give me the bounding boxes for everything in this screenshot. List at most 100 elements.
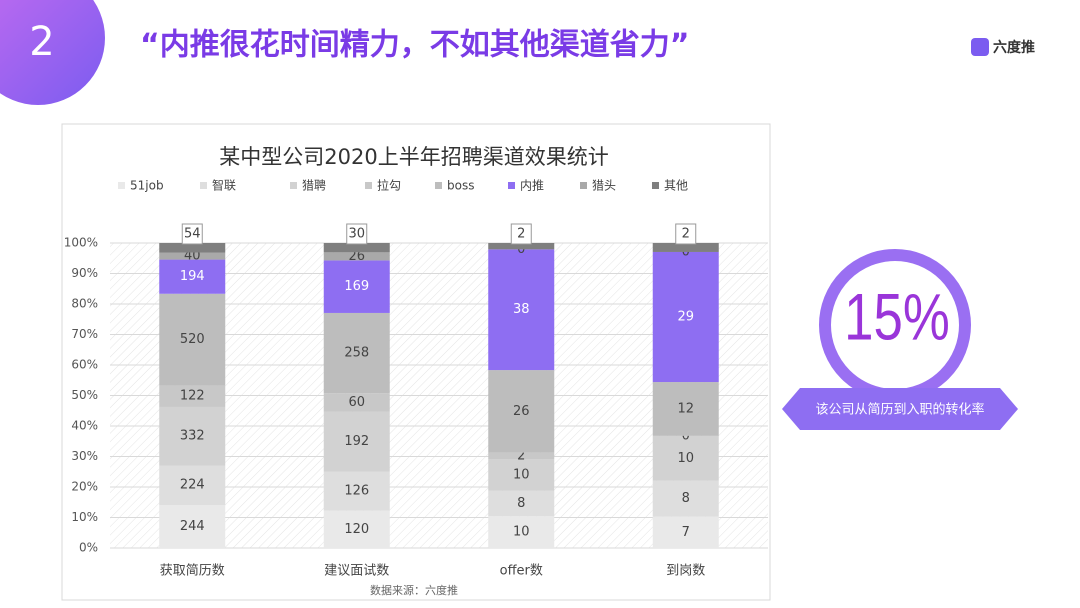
bar-segment <box>159 243 226 253</box>
bar-segment <box>652 382 719 436</box>
bar-segment <box>323 510 390 548</box>
legend-label: boss <box>447 179 474 193</box>
legend-label: 内推 <box>520 179 544 193</box>
value-label: 244 <box>180 519 205 534</box>
value-label: 7 <box>682 525 690 540</box>
value-label: 332 <box>180 429 205 444</box>
legend-label: 猎聘 <box>302 179 326 193</box>
badge-circle <box>0 0 105 105</box>
x-tick-label: 建议面试数 <box>324 564 389 579</box>
bar-segment <box>159 406 226 466</box>
value-label-box <box>675 223 697 245</box>
chart-title: 某中型公司2020上半年招聘渠道效果统计 <box>219 145 608 169</box>
bar-segment <box>652 435 719 481</box>
x-tick-label: 获取简历数 <box>160 563 225 579</box>
bar-segment <box>159 259 226 294</box>
bar-segment <box>652 251 719 383</box>
value-label: 30 <box>348 227 365 242</box>
y-tick-label: 30% <box>71 449 98 463</box>
value-label: 10 <box>677 451 694 466</box>
y-tick-label: 50% <box>71 388 98 402</box>
y-tick-label: 20% <box>71 480 98 494</box>
source: 数据来源：六度推 <box>370 583 458 597</box>
value-label: 520 <box>180 332 205 347</box>
value-label-box <box>510 223 532 245</box>
value-label: 2 <box>682 227 690 242</box>
value-label: 2 <box>517 227 525 242</box>
bar-segment <box>488 490 555 517</box>
y-tick-label: 0% <box>79 541 98 555</box>
bar-segment <box>488 370 555 453</box>
value-label: 120 <box>344 522 369 537</box>
callout-ribbon <box>782 388 1018 430</box>
legend-label: 其他 <box>664 179 688 193</box>
value-label: 169 <box>344 279 369 294</box>
callout-value: 15% <box>844 280 950 354</box>
callout-caption: 该公司从简历到入职的转化率 <box>815 402 984 418</box>
value-label: 60 <box>348 395 365 410</box>
legend-swatch <box>580 182 587 189</box>
chart: 0% 10% 20% 30% 40% 50% 60% 70% 80% 90% 100% 51job 智联… <box>64 178 768 579</box>
value-label: 0 <box>517 242 525 257</box>
bar-segment <box>488 243 555 250</box>
value-label: 122 <box>180 389 205 404</box>
bar-segment <box>323 243 390 253</box>
value-label: 126 <box>344 484 369 499</box>
value-label: 54 <box>184 227 201 242</box>
value-label: 10 <box>513 467 530 482</box>
value-label: 26 <box>348 249 365 264</box>
value-label: 192 <box>344 434 369 449</box>
bar-segment <box>159 385 226 407</box>
value-label-box <box>181 223 203 245</box>
logo: 六度推 <box>993 39 1035 56</box>
value-label: 258 <box>344 346 369 361</box>
value-label: 26 <box>513 404 530 419</box>
bar-segment <box>159 465 226 505</box>
legend-swatch <box>118 182 125 189</box>
bar-segment <box>652 243 719 252</box>
y-tick-label: 10% <box>71 510 98 524</box>
value-label: 8 <box>517 496 525 511</box>
legend-swatch <box>200 182 207 189</box>
legend-swatch <box>652 182 659 189</box>
y-tick-label: 100% <box>64 236 98 250</box>
value-label: 12 <box>677 401 694 416</box>
bar-segment <box>159 252 226 260</box>
bar-segment <box>323 260 390 313</box>
logo-icon <box>971 38 989 56</box>
value-label: 8 <box>682 491 690 506</box>
bar-segment <box>159 504 226 548</box>
heading: “内推很花时间精力，不如其他渠道省力” <box>140 28 689 63</box>
bar-segment <box>488 249 555 371</box>
bar-segment <box>488 516 555 548</box>
value-label: 38 <box>513 302 530 317</box>
bar-segment <box>652 480 719 517</box>
y-tick-label: 90% <box>71 266 98 280</box>
y-tick-label: 80% <box>71 297 98 311</box>
value-label-box <box>346 223 368 245</box>
legend-label: 猎头 <box>592 179 616 193</box>
y-tick-label: 60% <box>71 358 98 372</box>
y-tick-label: 70% <box>71 327 98 341</box>
value-label: 10 <box>513 525 530 540</box>
legend-swatch <box>435 182 442 189</box>
legend-swatch <box>290 182 297 189</box>
y-tick-label: 40% <box>71 419 98 433</box>
x-tick-label: 到岗数 <box>666 564 705 579</box>
bar-segment <box>323 393 390 412</box>
value-label: 29 <box>677 310 694 325</box>
bar-segment <box>323 411 390 472</box>
legend-label: 智联 <box>212 178 236 193</box>
bar-segment <box>323 471 390 511</box>
bar-segment <box>323 252 390 261</box>
legend-label: 51job <box>130 179 164 193</box>
value-label: 194 <box>180 269 205 284</box>
legend-label: 拉勾 <box>377 178 401 193</box>
badge: 2 <box>29 19 54 65</box>
bar-segment <box>488 459 555 491</box>
bar-segment <box>159 293 226 386</box>
x-tick-label: offer数 <box>500 564 543 579</box>
bar-segment <box>652 516 719 548</box>
legend-swatch <box>365 182 372 189</box>
